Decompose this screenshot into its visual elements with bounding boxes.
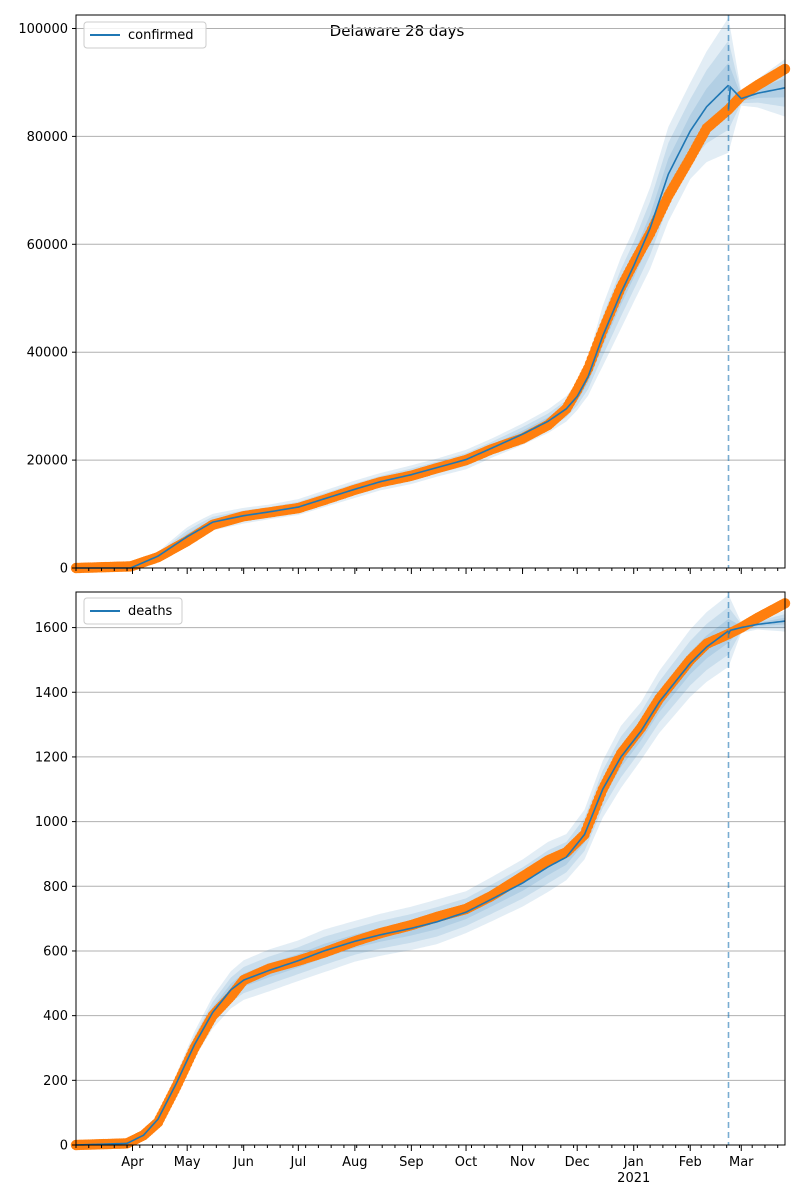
x-tick-label: Oct (455, 1155, 477, 1170)
legend-label-deaths: deaths (128, 604, 173, 619)
legend-box (83, 597, 183, 625)
y-tick-label: 800 (43, 880, 68, 895)
confirmed-model-line (76, 84, 786, 569)
x-tick-label: Jul (290, 1155, 307, 1170)
y-tick-label: 0 (60, 1139, 68, 1154)
x-tick-label: Sep (399, 1155, 424, 1170)
chart-title: Delaware 28 days (330, 22, 465, 40)
y-tick-label: 0 (60, 562, 68, 577)
confirmed-panel: 0 20000 40000 60000 80000 100000 confirmed (18, 14, 791, 577)
model-line-forecast (727, 85, 786, 110)
deaths-axes: 0 200 400 600 800 1000 1200 1400 1600 Apr May Jun Ju… (35, 591, 786, 1186)
y-tick-label: 1400 (35, 686, 68, 701)
y-tick-label: 600 (43, 944, 68, 959)
y-tick-label: 60000 (27, 238, 68, 253)
confirmed-axes: 0 20000 40000 60000 80000 100000 (18, 14, 786, 577)
model-line-history (76, 84, 730, 569)
y-tick-label: 40000 (27, 346, 68, 361)
uncertainty-band-2 (76, 40, 785, 568)
plot-frame (75, 14, 786, 569)
x-tick-label: Jan (623, 1155, 644, 1170)
x-tick-label: Aug (342, 1155, 367, 1170)
uncertainty-band-3 (76, 62, 785, 568)
x-tick-label: Jun (233, 1155, 254, 1170)
y-tick-label: 100000 (18, 22, 68, 37)
model-line-history (75, 630, 729, 1146)
y-tick-label: 1600 (35, 621, 68, 636)
legend-label-confirmed: confirmed (128, 28, 194, 43)
x-tick-label: Dec (565, 1155, 590, 1170)
deaths-panel: 0 200 400 600 800 1000 1200 1400 1600 Apr May Jun Ju… (35, 591, 791, 1186)
x-tick-label: Apr (121, 1155, 144, 1170)
x-tick-label: May (174, 1155, 201, 1170)
confirmed-uncertainty-bands (76, 17, 785, 569)
uncertainty-band-1 (76, 17, 785, 569)
y-tick-label: 20000 (27, 454, 68, 469)
uncertainty-band-2 (76, 607, 785, 1145)
deaths-uncertainty-bands (76, 594, 785, 1145)
x-tick-label: Nov (510, 1155, 536, 1170)
y-tick-label: 80000 (27, 130, 68, 145)
deaths-legend: deaths (83, 597, 183, 625)
legend-box (83, 21, 207, 49)
deaths-model-line (75, 620, 786, 1146)
y-tick-label: 1000 (35, 815, 68, 830)
plot-frame (75, 591, 786, 1146)
y-tick-label: 400 (43, 1009, 68, 1024)
x-year-label: 2021 (617, 1171, 650, 1186)
model-line-forecast (727, 620, 786, 635)
x-tick-label: Mar (729, 1155, 754, 1170)
x-tick-label: Feb (679, 1155, 702, 1170)
y-tick-label: 1200 (35, 750, 68, 765)
confirmed-legend: confirmed (83, 21, 207, 49)
y-tick-label: 200 (43, 1074, 68, 1089)
uncertainty-band-1 (76, 594, 785, 1145)
